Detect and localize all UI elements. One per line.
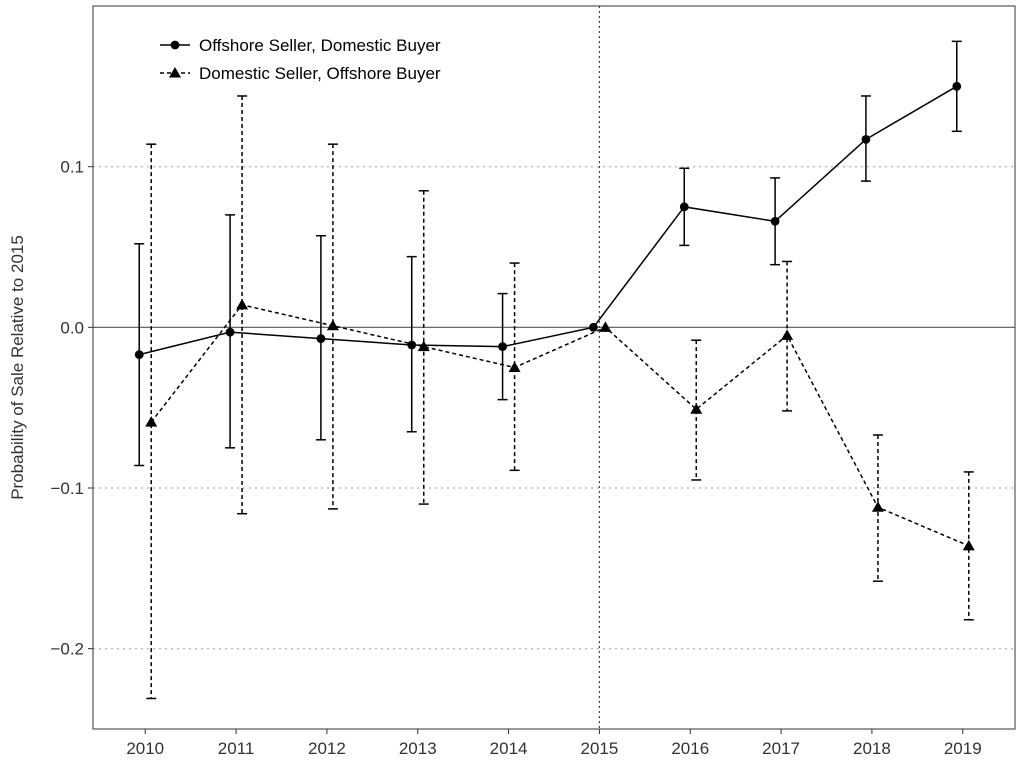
x-tick-label: 2019 bbox=[944, 739, 982, 758]
data-point bbox=[498, 342, 507, 352]
data-point bbox=[679, 202, 689, 212]
x-tick-label: 2013 bbox=[399, 739, 437, 758]
data-point bbox=[589, 322, 598, 332]
legend-label: Offshore Seller, Domestic Buyer bbox=[199, 36, 441, 55]
error-bar bbox=[146, 143, 157, 700]
legend-marker bbox=[170, 40, 180, 50]
data-point bbox=[770, 216, 780, 226]
data-point bbox=[962, 539, 975, 551]
x-tick-label: 2018 bbox=[853, 739, 891, 758]
series-1 bbox=[145, 95, 975, 700]
x-tick-label: 2011 bbox=[218, 739, 255, 758]
series-layer bbox=[134, 40, 975, 700]
x-tick-label: 2014 bbox=[490, 739, 528, 758]
x-tick-label: 2012 bbox=[308, 739, 346, 758]
x-tick-label: 2016 bbox=[671, 739, 709, 758]
data-point bbox=[690, 403, 703, 414]
error-bar bbox=[237, 95, 248, 515]
axes: −0.2 −0.1 0.0 0.1 2010 2011 2012 2013 2014 2015 20… bbox=[50, 158, 981, 758]
data-point bbox=[225, 327, 235, 337]
series-line bbox=[150, 304, 970, 547]
y-axis-label: Probability of Sale Relative to 2015 bbox=[8, 235, 27, 500]
data-point bbox=[508, 361, 521, 372]
reference-lines bbox=[93, 6, 1015, 729]
data-point bbox=[145, 416, 158, 427]
legend-item-0: Offshore Seller, Domestic Buyer bbox=[160, 36, 441, 55]
data-point bbox=[316, 334, 326, 343]
data-point bbox=[407, 340, 417, 350]
data-point bbox=[952, 81, 962, 91]
series-0 bbox=[134, 40, 962, 467]
series-line bbox=[139, 85, 958, 356]
x-tick-label: 2010 bbox=[126, 739, 164, 758]
data-point bbox=[871, 501, 884, 512]
data-point bbox=[326, 319, 339, 331]
data-point bbox=[417, 340, 430, 352]
x-tick-label: 2017 bbox=[762, 739, 800, 758]
error-bar bbox=[691, 339, 702, 481]
data-point bbox=[599, 321, 612, 332]
error-bar bbox=[782, 260, 793, 412]
y-tick-label: −0.2 bbox=[50, 640, 84, 659]
legend-item-1: Domestic Seller, Offshore Buyer bbox=[160, 64, 441, 83]
y-tick-label: 0.0 bbox=[60, 318, 84, 337]
data-point bbox=[861, 134, 871, 144]
legend-label: Domestic Seller, Offshore Buyer bbox=[199, 64, 441, 83]
plot-frame bbox=[92, 5, 1016, 730]
legend-marker bbox=[169, 67, 181, 78]
y-tick-label: 0.1 bbox=[60, 158, 84, 177]
x-tick-label: 2015 bbox=[581, 739, 619, 758]
error-bar bbox=[509, 262, 520, 472]
grid-lines bbox=[93, 165, 1015, 650]
data-point bbox=[236, 298, 249, 310]
legend: Offshore Seller, Domestic Buyer Domestic … bbox=[160, 36, 441, 83]
data-point bbox=[781, 329, 794, 340]
y-tick-label: −0.1 bbox=[50, 479, 84, 498]
data-point bbox=[134, 350, 144, 360]
